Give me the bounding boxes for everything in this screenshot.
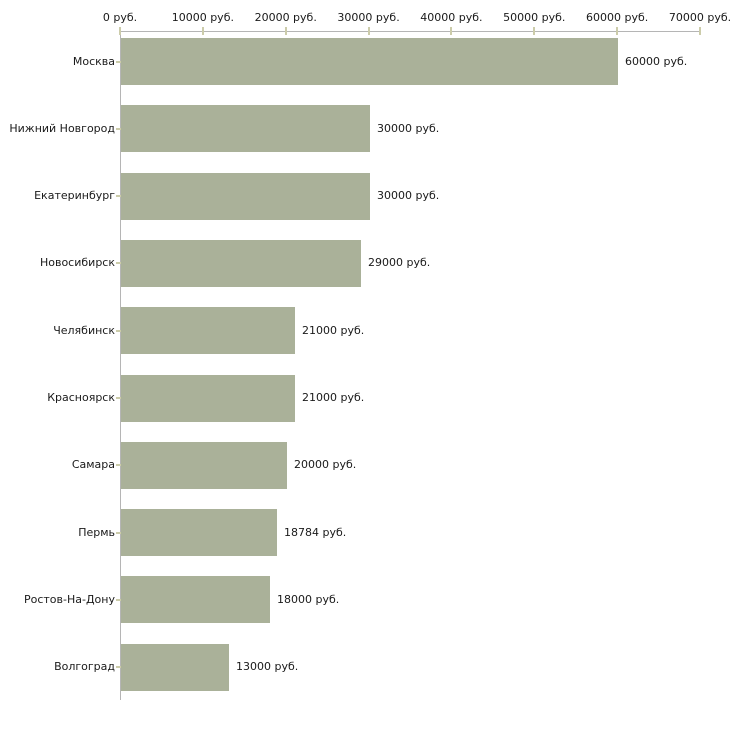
x-axis-tick-label: 40000 руб.: [420, 11, 483, 24]
y-axis-tick: [116, 127, 124, 130]
category-label: Ростов-На-Дону: [23, 592, 115, 606]
bar: [121, 643, 229, 691]
x-axis-tick: [367, 27, 370, 35]
x-axis-tick: [119, 27, 121, 35]
value-label: 60000 руб.: [625, 54, 688, 68]
x-axis-tick-label: 0 руб.: [102, 11, 138, 24]
value-label: 20000 руб.: [294, 458, 357, 472]
x-axis-tick-label: 60000 руб.: [586, 11, 649, 24]
category-label: Челябинск: [53, 323, 115, 337]
y-axis-tick: [116, 666, 124, 669]
category-label: Нижний Новгород: [9, 121, 115, 135]
category-label: Москва: [72, 54, 115, 68]
y-axis-tick: [116, 531, 124, 534]
x-axis-line: [120, 31, 701, 32]
category-label: Волгоград: [54, 660, 115, 674]
value-label: 30000 руб.: [377, 189, 440, 203]
value-label: 18784 руб.: [284, 525, 347, 539]
value-label: 21000 руб.: [302, 391, 365, 404]
value-label: 29000 руб.: [368, 256, 431, 270]
category-label: Пермь: [78, 525, 115, 539]
value-label: 18000 руб.: [277, 592, 340, 606]
x-axis-tick-label: 20000 руб.: [254, 11, 317, 24]
bar: [121, 38, 618, 85]
value-label: 30000 руб.: [377, 121, 440, 135]
category-label: Екатеринбург: [34, 189, 115, 203]
y-axis-tick: [116, 262, 124, 265]
x-axis-tick-label: 70000 руб.: [668, 11, 730, 24]
bar: [121, 239, 361, 287]
bar: [121, 307, 295, 355]
x-axis-tick: [616, 27, 619, 35]
bar: [121, 441, 287, 489]
y-axis-tick: [116, 397, 124, 399]
x-axis-tick: [533, 27, 536, 35]
x-axis-tick: [201, 27, 204, 35]
category-label: Новосибирск: [39, 256, 115, 270]
x-axis-tick-label: 50000 руб.: [503, 11, 566, 24]
bar: [121, 374, 295, 422]
y-axis-tick: [116, 329, 124, 332]
value-label: 13000 руб.: [236, 660, 299, 674]
y-axis-tick: [116, 598, 124, 601]
x-axis-tick: [699, 27, 701, 35]
bar: [121, 509, 277, 557]
bar: [121, 576, 270, 624]
x-axis-tick-label: 10000 руб.: [171, 11, 234, 24]
x-axis-tick: [450, 27, 453, 35]
y-axis-tick: [116, 464, 124, 467]
bar: [121, 172, 370, 220]
y-axis-line: [120, 31, 121, 700]
value-label: 21000 руб.: [302, 323, 365, 337]
category-label: Красноярск: [47, 391, 115, 404]
y-axis-tick: [116, 60, 124, 63]
category-label: Самара: [71, 458, 115, 472]
y-axis-tick: [116, 195, 124, 198]
bar: [121, 105, 370, 153]
x-axis-tick: [284, 27, 287, 35]
x-axis-tick-label: 30000 руб.: [337, 11, 400, 24]
